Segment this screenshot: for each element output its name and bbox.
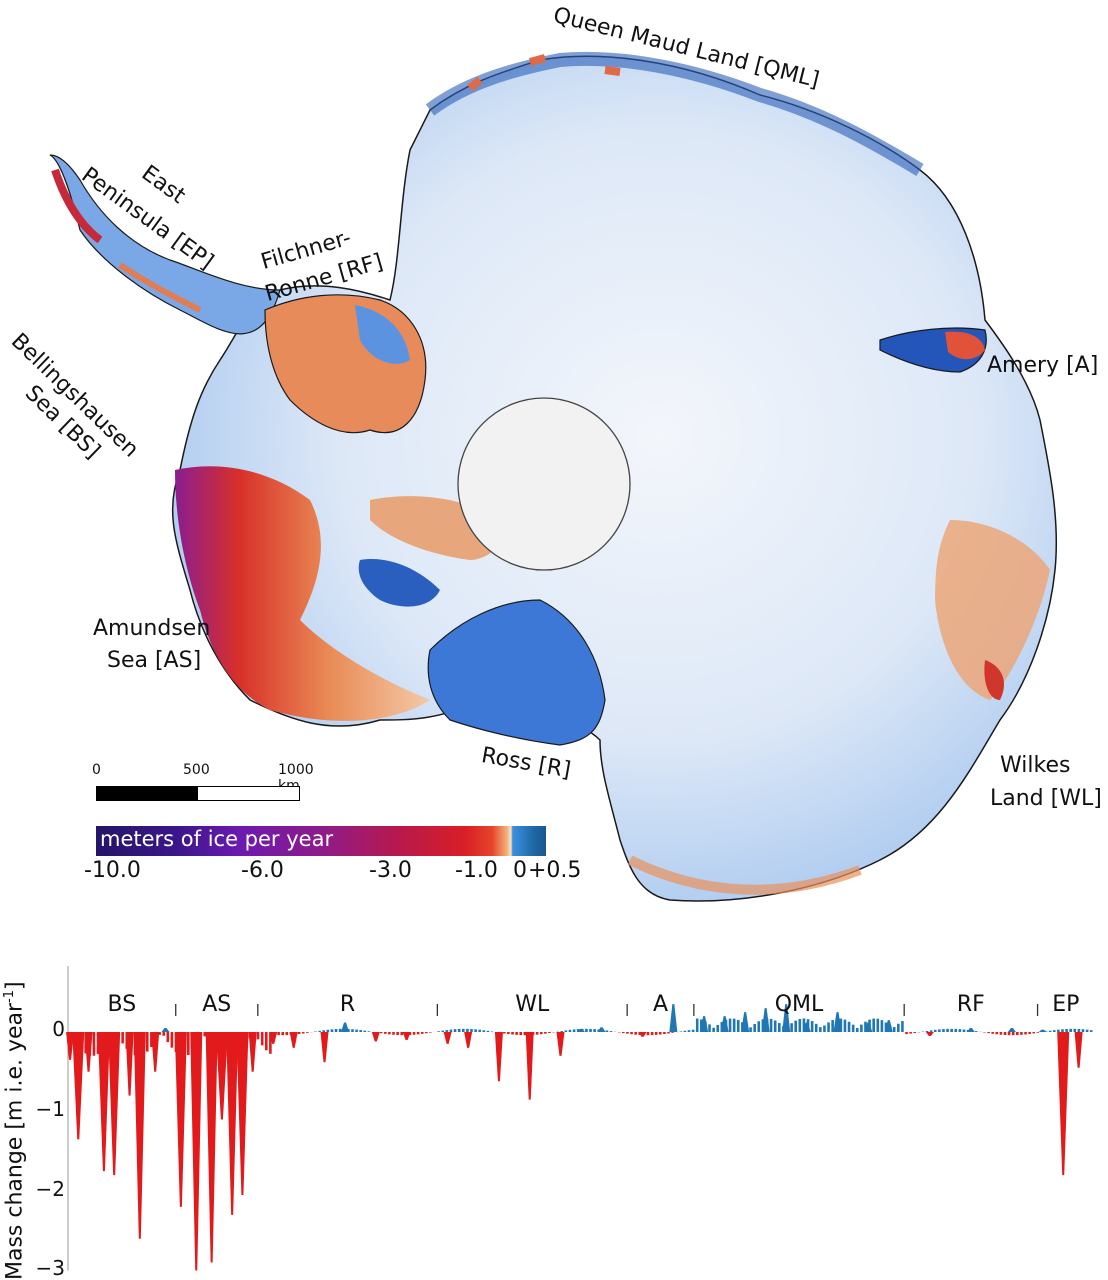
loss-spike [525, 1032, 534, 1100]
colorbar-tick: -3.0 [369, 858, 412, 883]
loss-spike [371, 1032, 380, 1042]
segment-label-r: R [339, 992, 356, 1017]
y-axis-label: Mass change [m i.e. year-1] [2, 981, 28, 1280]
mass-change-chart: Mass change [m i.e. year-1] 0 −1 −2 −3 B… [0, 950, 1108, 1280]
loss-spike [108, 1032, 121, 1176]
loss-spike [1057, 1032, 1070, 1176]
colorbar: meters of ice per year [96, 826, 546, 856]
y-tick: −2 [35, 1177, 65, 1201]
segment-label-bs: BS [107, 992, 137, 1017]
amundsen-loss-zone [175, 466, 430, 721]
loss-spike [236, 1032, 249, 1195]
gain-spike [1007, 1028, 1016, 1032]
segment-label-wl: WL [515, 992, 550, 1017]
loss-spike [248, 1032, 257, 1072]
colorbar-tick: 0 [513, 858, 527, 883]
loss-spike [289, 1032, 298, 1048]
label-wilkes-2: Land [WL] [990, 786, 1102, 811]
label-amundsen-2: Sea [AS] [107, 648, 202, 673]
peninsula-shape [49, 154, 281, 335]
antarctica-map [49, 51, 1058, 902]
gain-spike [669, 1004, 678, 1032]
segment-label-rf: RF [956, 992, 985, 1017]
loss-spike [66, 1032, 75, 1060]
y-tick: −1 [35, 1097, 65, 1121]
scale-tick-0: 0 [92, 762, 101, 778]
scale-tick-500: 500 [183, 762, 210, 778]
map-panel: Queen Maud Land [QML] East Peninsula [EP… [6, 3, 1102, 902]
loss-spike [72, 1032, 85, 1140]
colorbar-tick: -6.0 [241, 858, 284, 883]
label-wilkes-1: Wilkes [1000, 753, 1071, 778]
loss-spike [556, 1032, 565, 1056]
label-amundsen-1: Amundsen [93, 616, 211, 641]
ross-shelf [427, 599, 606, 746]
loss-spike [174, 1032, 187, 1207]
y-tick: −3 [35, 1256, 65, 1280]
loss-spike [925, 1032, 934, 1036]
segment-label-as: AS [202, 992, 232, 1017]
chart-plot-area [66, 966, 1093, 1271]
loss-spike [464, 1032, 473, 1048]
loss-spike [133, 1032, 146, 1239]
loss-spike [151, 1032, 160, 1072]
segment-label-a: A [652, 992, 669, 1017]
gain-spike [782, 1004, 791, 1032]
gain-spike [1038, 1029, 1047, 1032]
loss-spike [494, 1032, 503, 1082]
label-amery: Amery [A] [987, 353, 1099, 378]
loss-spike [443, 1032, 452, 1044]
loss-spike [320, 1032, 329, 1063]
colorbar-tick: -1.0 [455, 858, 498, 883]
colorbar-tick: +0.5 [528, 858, 582, 883]
pole-hole [457, 397, 631, 571]
loss-spike [190, 1032, 203, 1271]
colorbar-tick: -10.0 [84, 858, 141, 883]
y-tick: 0 [52, 1017, 65, 1041]
segment-label-ep: EP [1052, 992, 1080, 1017]
segment-label-qml: QML [774, 992, 824, 1017]
scale-bar-graphic [96, 786, 300, 801]
gain-spike [161, 1028, 170, 1032]
loss-spike [1074, 1032, 1083, 1068]
loss-spike [205, 1032, 218, 1263]
colorbar-title: meters of ice per year [100, 827, 334, 851]
loss-spike [226, 1032, 239, 1215]
loss-spike [97, 1032, 110, 1172]
